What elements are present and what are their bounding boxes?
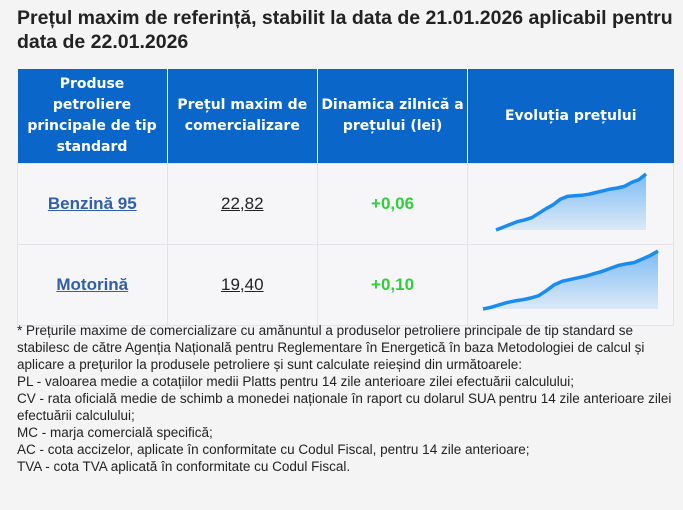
note-pl: PL - valoarea medie a cotațiilor medii P… xyxy=(17,374,575,389)
sparkline-line xyxy=(482,249,659,311)
footnote: * Prețurile maxime de comercializare cu … xyxy=(17,322,672,475)
page-title: Prețul maxim de referință, stabilit la d… xyxy=(17,7,673,53)
note-intro: * Prețurile maxime de comercializare cu … xyxy=(17,323,645,372)
sparkline-chart xyxy=(495,172,648,232)
note-cv: CV - rata oficială medie de schimb a mon… xyxy=(17,391,672,423)
header-price: Prețul maxim de comercializare xyxy=(167,69,319,164)
price-table: Produse petroliere principale de tip sta… xyxy=(17,69,674,326)
sparkline-area xyxy=(496,174,646,230)
sparkline-chart xyxy=(482,249,659,311)
note-ac: AC - cota accizelor, aplicate în conform… xyxy=(17,442,530,457)
note-mc: MC - marja comercială specifică; xyxy=(17,425,213,440)
table-row: Benzină 95 22,82 +0,06 xyxy=(17,163,674,245)
sparkline-line xyxy=(495,172,648,232)
product-link-benzina[interactable]: Benzină 95 xyxy=(47,194,137,213)
note-tva: TVA - cota TVA aplicată în conformitate … xyxy=(17,459,351,474)
header-dynamic: Dinamica zilnică a prețului (lei) xyxy=(317,69,468,164)
product-link-motorina[interactable]: Motorină xyxy=(56,275,129,294)
price-value[interactable]: 19,40 xyxy=(221,275,264,294)
dynamic-value: +0,10 xyxy=(371,275,415,294)
dynamic-value: +0,06 xyxy=(371,194,415,213)
header-evolution: Evoluția prețului xyxy=(467,69,674,164)
price-value[interactable]: 22,82 xyxy=(221,194,264,213)
table-row: Motorină 19,40 +0,10 xyxy=(17,244,674,326)
header-product: Produse petroliere principale de tip sta… xyxy=(17,69,168,164)
table-header: Produse petroliere principale de tip sta… xyxy=(17,69,674,164)
